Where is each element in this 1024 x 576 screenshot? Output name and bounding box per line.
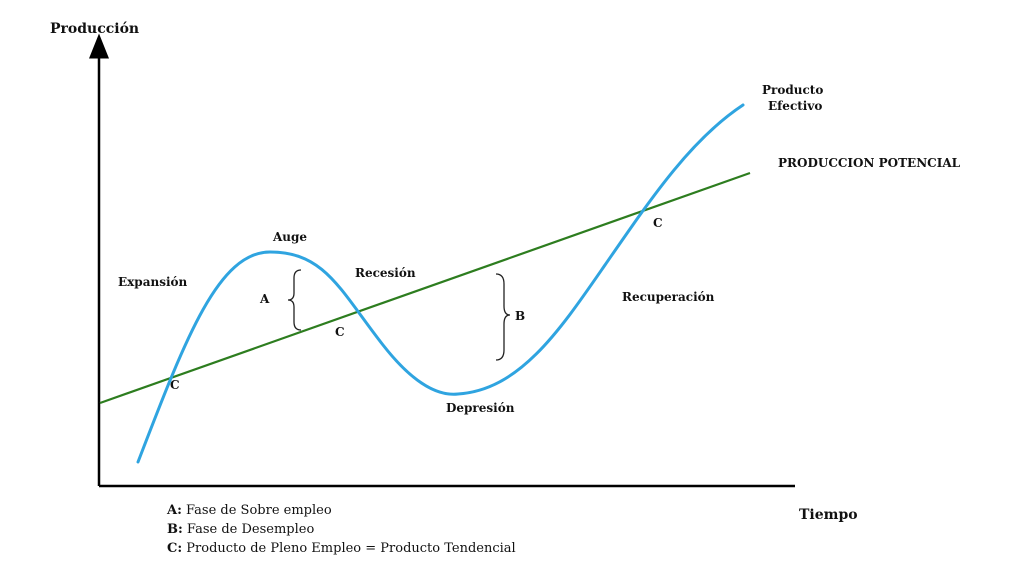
brace-b <box>495 273 511 361</box>
legend-b-key: B: <box>167 522 183 537</box>
marker-c-right: C <box>653 216 663 230</box>
phase-expansion-label: Expansión <box>118 275 188 289</box>
x-axis-label: Tiempo <box>799 507 858 523</box>
legend-a-text: Fase de Sobre empleo <box>182 503 332 518</box>
phase-trough-label: Depresión <box>446 401 515 415</box>
phase-peak-label: Auge <box>272 230 307 244</box>
legend-c-key: C: <box>167 541 182 556</box>
y-axis-label: Producción <box>50 21 139 37</box>
legend-c: C: Producto de Pleno Empleo = Producto T… <box>167 541 516 556</box>
legend-a: A: Fase de Sobre empleo <box>166 503 332 518</box>
potential-production-line <box>99 171 751 405</box>
actual-production-label-line2: Efectivo <box>768 99 822 113</box>
legend-a-key: A: <box>166 503 182 518</box>
phase-recession-label: Recesión <box>355 266 416 280</box>
marker-c-left: C <box>170 378 180 392</box>
marker-b: B <box>515 309 525 323</box>
marker-a: A <box>259 292 270 306</box>
legend-c-text: Producto de Pleno Empleo = Producto Tend… <box>182 541 516 556</box>
legend-b-text: Fase de Desempleo <box>183 522 315 537</box>
marker-c-middle: C <box>335 325 345 339</box>
brace-a <box>287 269 302 331</box>
phase-recovery-label: Recuperación <box>622 290 715 304</box>
potential-production-label: PRODUCCION POTENCIAL <box>778 156 961 170</box>
legend-b: B: Fase de Desempleo <box>167 522 314 537</box>
actual-production-curve <box>136 103 745 464</box>
actual-production-label-line1: Producto <box>762 83 823 97</box>
